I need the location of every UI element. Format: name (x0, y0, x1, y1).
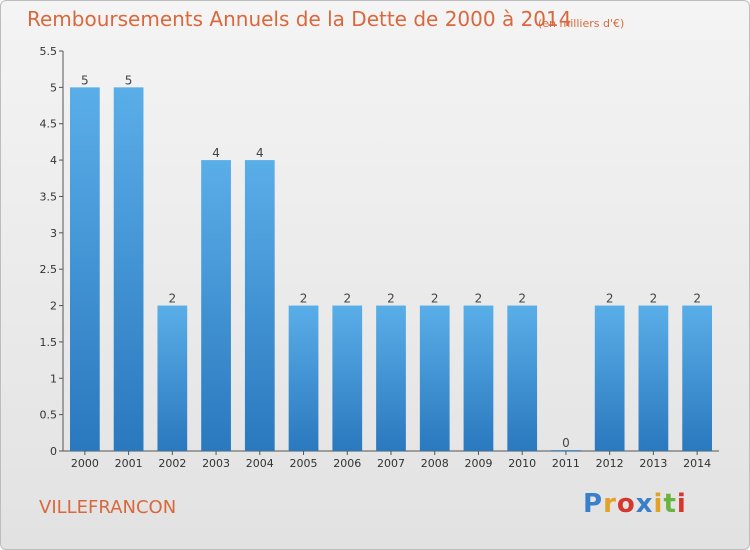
bar (682, 305, 713, 451)
x-tick-label: 2014 (683, 457, 711, 470)
chart-unit: (en milliers d'€) (538, 17, 625, 30)
y-tick-label: 5.5 (40, 45, 58, 58)
bar (288, 305, 319, 451)
bar (507, 305, 538, 451)
bar (244, 160, 275, 451)
x-tick-label: 2002 (158, 457, 186, 470)
y-tick-label: 1 (50, 372, 57, 385)
data-label: 2 (475, 292, 483, 306)
chart-title: Remboursements Annuels de la Dette de 20… (27, 7, 572, 31)
y-tick-label: 5 (50, 81, 57, 94)
bar (376, 305, 406, 451)
data-label: 0 (562, 436, 570, 450)
bar (113, 87, 144, 451)
data-label: 2 (606, 292, 614, 306)
x-tick-label: 2009 (464, 457, 492, 470)
x-tick-label: 2008 (421, 457, 449, 470)
x-tick-label: 2010 (508, 457, 536, 470)
data-label: 2 (693, 292, 701, 306)
data-label: 2 (387, 292, 395, 306)
y-tick-label: 2 (50, 300, 57, 313)
data-label: 4 (256, 146, 264, 160)
x-tick-label: 2011 (552, 457, 580, 470)
y-tick-label: 4 (50, 154, 57, 167)
data-label: 2 (343, 292, 351, 306)
bar (201, 160, 231, 451)
logo-letter: i (676, 489, 687, 519)
y-tick-label: 3 (50, 227, 57, 240)
bar (638, 305, 669, 451)
bar (419, 305, 450, 451)
logo-letter: i (653, 489, 664, 519)
data-label: 2 (650, 292, 658, 306)
x-tick-label: 2005 (290, 457, 318, 470)
bar (594, 305, 625, 451)
data-label: 2 (300, 292, 308, 306)
logo-letter: t (663, 489, 677, 519)
data-label: 2 (169, 292, 177, 306)
data-label: 2 (518, 292, 526, 306)
bar (69, 87, 100, 451)
y-tick-label: 4.5 (40, 118, 58, 131)
bar (332, 305, 363, 451)
y-tick-label: 0.5 (40, 409, 58, 422)
bar (157, 305, 188, 451)
x-tick-label: 2006 (333, 457, 361, 470)
bar (551, 450, 581, 451)
logo-letter: x (635, 489, 654, 519)
logo-letter: o (616, 489, 636, 519)
y-tick-label: 0 (50, 445, 57, 458)
x-tick-label: 2013 (639, 457, 667, 470)
data-label: 5 (81, 73, 89, 87)
y-tick-label: 3.5 (40, 190, 58, 203)
commune-name: VILLEFRANCON (39, 497, 177, 518)
proxiti-logo: Proxiti (583, 489, 687, 519)
x-tick-label: 2012 (596, 457, 624, 470)
logo-letter: r (603, 489, 617, 519)
data-label: 5 (125, 73, 133, 87)
x-tick-label: 2007 (377, 457, 405, 470)
bar (463, 305, 494, 451)
logo-letter: P (583, 489, 604, 519)
x-tick-label: 2003 (202, 457, 230, 470)
x-tick-label: 2004 (246, 457, 274, 470)
data-label: 4 (212, 146, 220, 160)
y-tick-label: 2.5 (40, 263, 58, 276)
data-label: 2 (431, 292, 439, 306)
x-tick-label: 2001 (115, 457, 143, 470)
y-tick-label: 1.5 (40, 336, 58, 349)
x-tick-label: 2000 (71, 457, 99, 470)
